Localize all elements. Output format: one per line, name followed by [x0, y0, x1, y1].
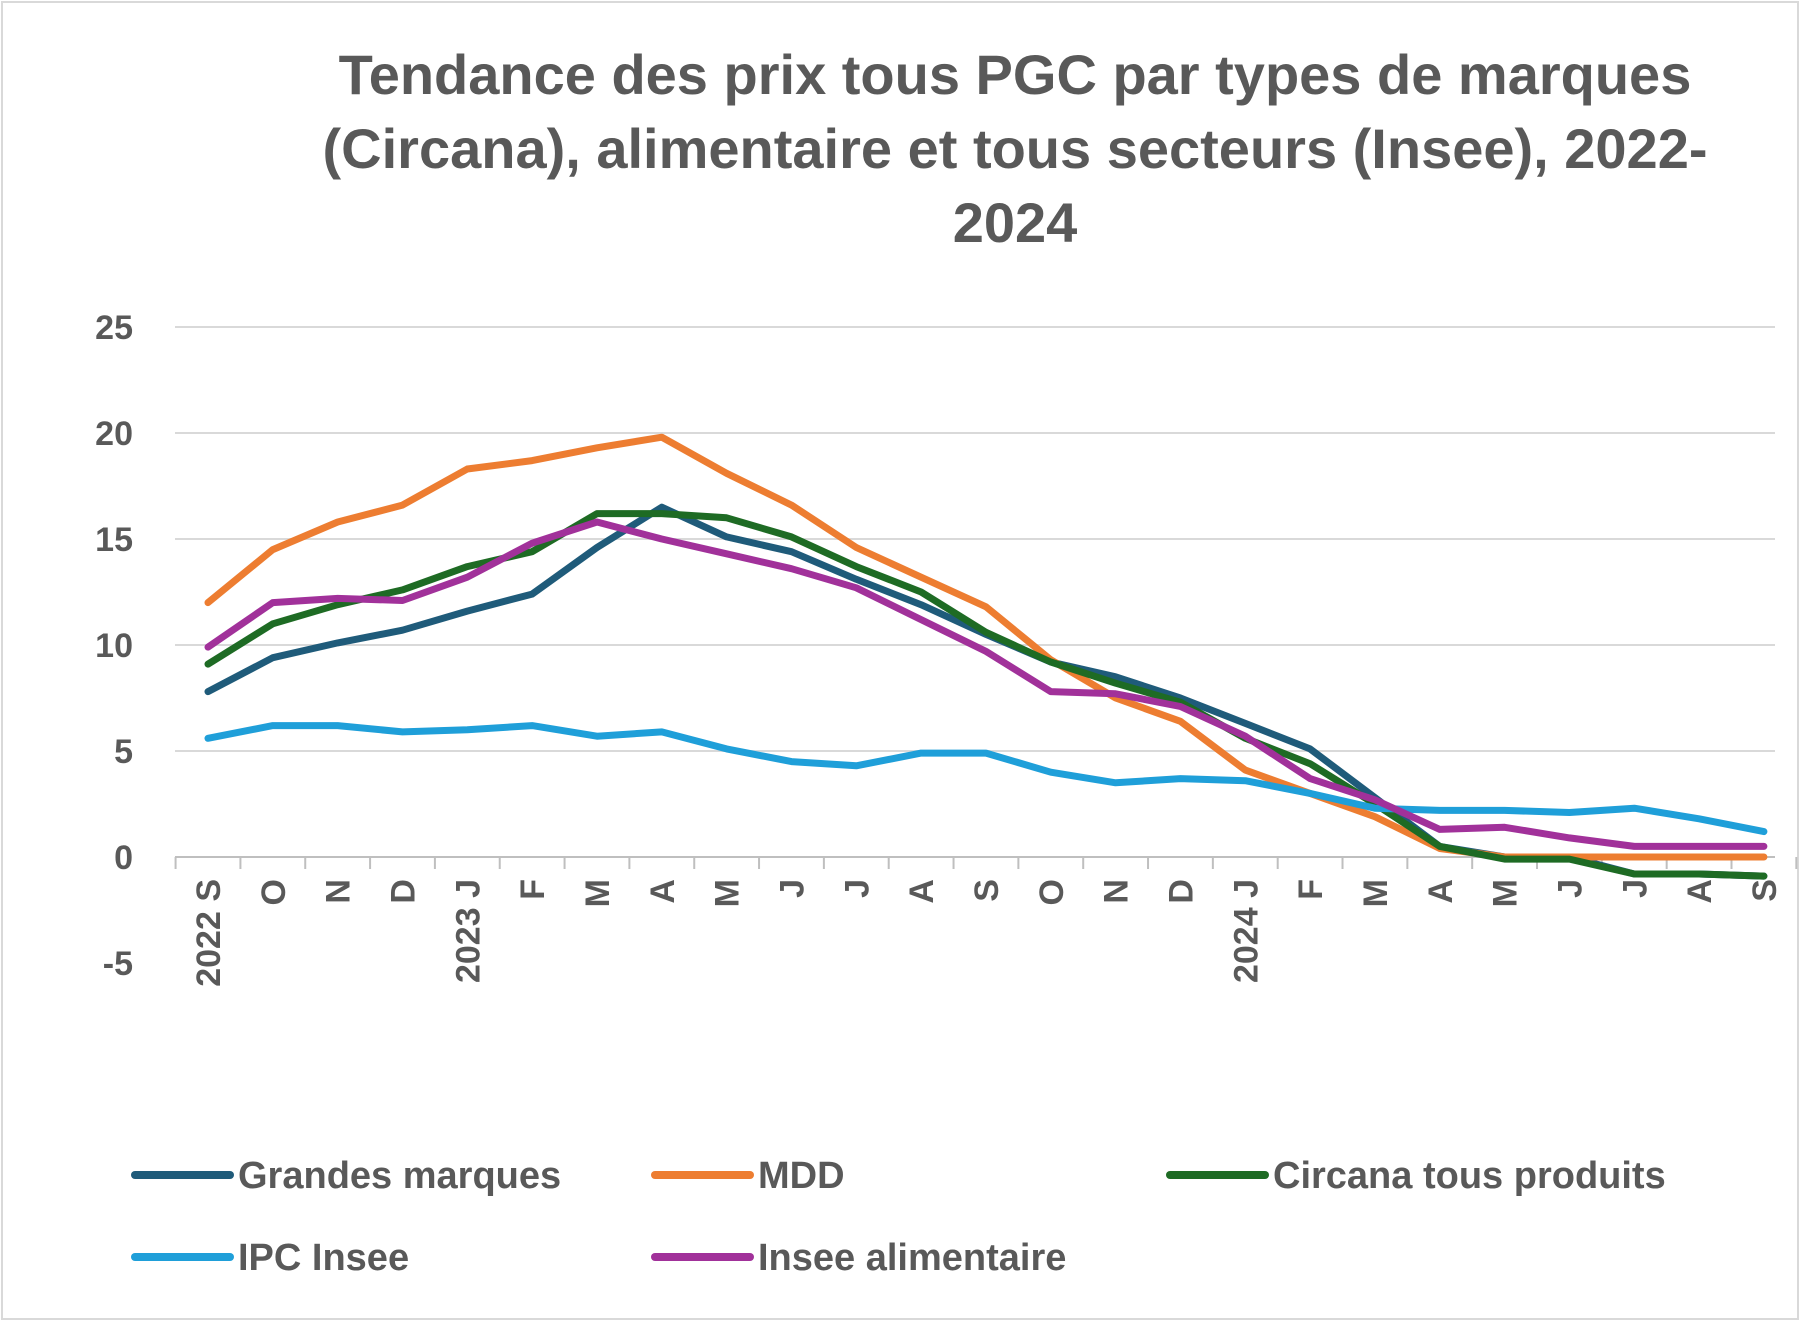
- x-tick-label: N: [1098, 879, 1136, 904]
- x-tick-label: D: [384, 879, 422, 904]
- x-tick-label: M: [1357, 879, 1395, 907]
- y-tick-label: 15: [95, 521, 133, 559]
- legend-label: MDD: [758, 1155, 845, 1197]
- x-tick-label: F: [514, 879, 552, 900]
- chart-title: Tendance des prix tous PGC par types de …: [322, 43, 1708, 254]
- gridlines: [175, 326, 1775, 752]
- x-tick-label: N: [320, 879, 358, 904]
- y-tick-label: 10: [95, 627, 133, 665]
- series-line-2: [204, 510, 1768, 880]
- x-tick-label: D: [1162, 879, 1200, 904]
- x-tick-label: A: [1681, 879, 1719, 904]
- series-line-1: [204, 433, 1768, 861]
- y-tick-label: 20: [95, 415, 133, 453]
- x-tick-label: M: [1487, 879, 1525, 907]
- x-tick-label: 2022 S: [190, 879, 228, 987]
- x-tick-label: F: [1292, 879, 1330, 900]
- y-tick-label: -5: [103, 945, 133, 983]
- y-axis: -5 0 5 10 15 20 25: [95, 309, 133, 983]
- legend: Grandes marques MDD Circana tous produits I…: [131, 1155, 1666, 1279]
- x-tick-label: M: [709, 879, 747, 907]
- x-tick-label: J: [838, 879, 876, 898]
- series-line-0: [204, 503, 1768, 880]
- x-tick-label: 2024 J: [1227, 879, 1265, 983]
- legend-label: Insee alimentaire: [758, 1237, 1066, 1279]
- y-tick-label: 0: [114, 839, 133, 877]
- series-line-4: [204, 518, 1768, 850]
- x-tick-label: S: [968, 879, 1006, 902]
- series-lines: [204, 433, 1768, 880]
- x-tick-label: 2023 J: [449, 879, 487, 983]
- x-tick-label: S: [1746, 879, 1784, 902]
- legend-label: Circana tous produits: [1273, 1155, 1666, 1197]
- legend-label: Grandes marques: [238, 1155, 561, 1197]
- x-tick-label: J: [773, 879, 811, 898]
- x-tick-label: O: [255, 879, 293, 905]
- x-tick-label: J: [1616, 879, 1654, 898]
- y-tick-label: 25: [95, 309, 133, 347]
- x-tick-label: A: [644, 879, 682, 904]
- x-tick-label: O: [1033, 879, 1071, 905]
- x-tick-label: M: [579, 879, 617, 907]
- x-tick-label: A: [903, 879, 941, 904]
- series-line-3: [204, 722, 1768, 836]
- x-axis: 2022 S O N D 2023 J F M A M J J A S O N D 2024 J F M A M J J A S: [174, 856, 1798, 987]
- legend-label: IPC Insee: [238, 1237, 409, 1279]
- y-tick-label: 5: [114, 733, 133, 771]
- x-tick-label: J: [1551, 879, 1589, 898]
- x-tick-label: A: [1422, 879, 1460, 904]
